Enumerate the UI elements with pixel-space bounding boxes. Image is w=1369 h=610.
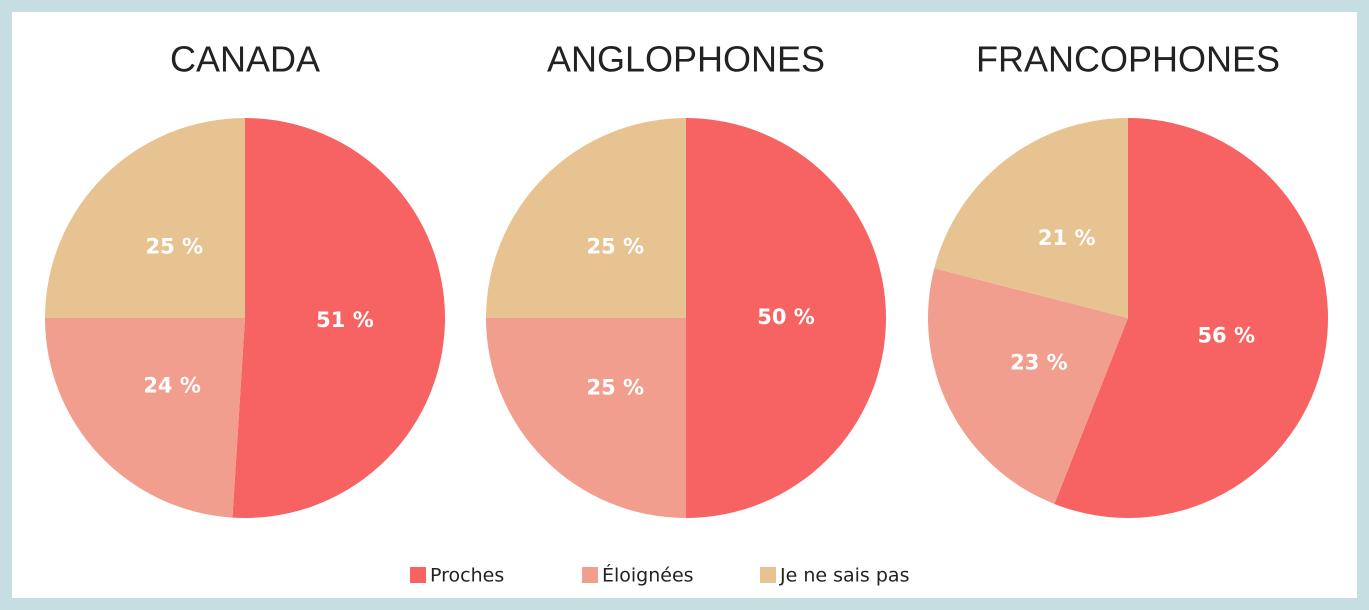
value-label: 56 %: [1197, 324, 1255, 348]
value-label: 25 %: [587, 376, 645, 400]
legend-label: Éloignées: [602, 564, 694, 587]
value-label: 25 %: [146, 234, 204, 258]
pie-slice: [486, 318, 686, 518]
pie-slice: [232, 118, 445, 518]
legend-label: Proches: [430, 565, 504, 587]
pie-slice: [45, 118, 245, 318]
chart: CANADA 51 % 24 % 25 % ANGLOPHONES 50 % 25 % 25 …: [45, 39, 1328, 587]
legend-label: Je ne sais pas: [779, 565, 909, 587]
pie-slice: [928, 268, 1128, 504]
value-label: 21 %: [1038, 226, 1096, 250]
value-label: 23 %: [1010, 350, 1068, 374]
legend-swatch: [410, 567, 426, 583]
value-label: 50 %: [757, 305, 815, 329]
chart-title: FRANCOPHONES: [976, 39, 1280, 80]
pie-slice: [934, 118, 1128, 318]
value-label: 25 %: [587, 234, 645, 258]
pie-slice: [1054, 118, 1328, 518]
pie-slice: [686, 118, 886, 518]
value-label: 24 %: [143, 373, 201, 397]
legend-swatch: [582, 567, 598, 583]
pie-slice: [486, 118, 686, 318]
chart-title: ANGLOPHONES: [547, 39, 825, 80]
pie-slice: [45, 318, 245, 518]
chart-title: CANADA: [170, 39, 320, 80]
value-label: 51 %: [316, 308, 374, 332]
legend-swatch: [760, 567, 776, 583]
